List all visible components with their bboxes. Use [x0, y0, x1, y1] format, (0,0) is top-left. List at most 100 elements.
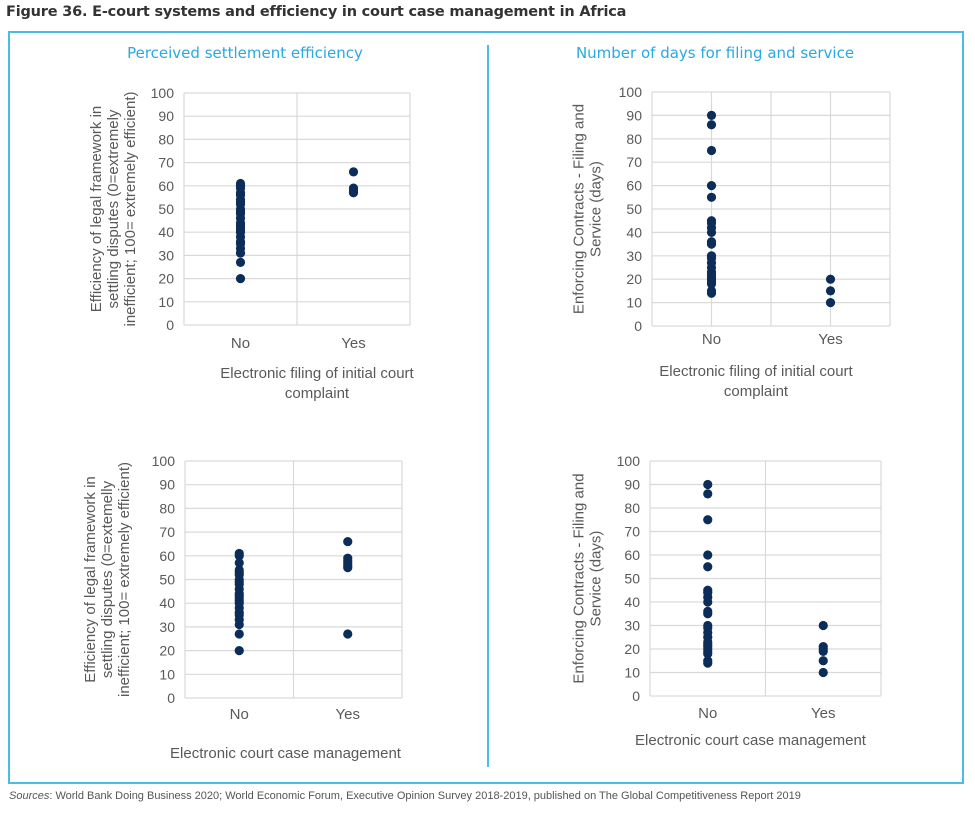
bottom-right-data-point [703, 656, 713, 666]
bottom-left-data-point [343, 553, 353, 563]
top-right-data-point [706, 251, 717, 261]
bottom-right-ytick-label: 80 [624, 500, 640, 516]
figure-frame [8, 31, 964, 784]
top-right-category-label: No [702, 331, 721, 348]
bottom-right-ytick-label: 40 [624, 594, 640, 610]
top-left-data-point [235, 257, 246, 267]
panel-title-left: Perceived settlement efficiency [127, 44, 363, 62]
bottom-right-ytick-label: 30 [624, 618, 640, 634]
bottom-right-data-point [703, 562, 713, 572]
bottom-right-data-point [818, 642, 828, 652]
top-left-data-point [235, 274, 246, 284]
top-right-ytick-label: 20 [626, 271, 642, 287]
bottom-right-category-label: No [698, 705, 717, 722]
top-left-category-label: No [231, 335, 250, 352]
top-left-y-axis-label: settling disputes (0=extremely [105, 109, 122, 308]
bottom-left-data-point [234, 558, 244, 568]
bottom-right-ytick-label: 20 [624, 641, 640, 657]
bottom-left-ytick-label: 80 [159, 500, 175, 516]
bottom-right-ytick-label: 90 [624, 477, 640, 493]
bottom-left-data-point [343, 629, 353, 639]
top-right-data-point [706, 120, 717, 130]
top-left-ytick-label: 40 [158, 224, 174, 240]
top-left-y-axis-label: inefficient; 100= extremely efficient) [122, 92, 139, 327]
top-left-data-point [348, 183, 359, 193]
bottom-right-data-point [703, 489, 713, 499]
bottom-left-y-axis-label: inefficient; 100= extremely efficient) [116, 462, 133, 697]
bottom-left-category-label: No [230, 706, 249, 723]
bottom-right-data-point [703, 606, 713, 617]
bottom-right-data-point [703, 515, 713, 525]
top-right-data-point [706, 192, 717, 202]
bottom-right-y-axis-label: Enforcing Contracts - Filing and [571, 473, 588, 683]
top-left-ytick-label: 100 [151, 85, 175, 101]
sources-label: Sources [9, 790, 50, 802]
bottom-left-ytick-label: 10 [159, 666, 175, 682]
top-right-data-point [706, 145, 717, 156]
top-right-ytick-label: 10 [626, 295, 642, 311]
panel-title-right: Number of days for filing and service [575, 44, 855, 62]
bottom-right-data-point [703, 550, 713, 560]
top-right-ytick-label: 80 [626, 131, 642, 147]
top-left-ytick-label: 70 [158, 155, 174, 171]
bottom-left-data-point [343, 536, 353, 547]
top-right-ytick-label: 70 [626, 154, 642, 170]
top-right-data-point [706, 237, 717, 247]
bottom-left-ytick-label: 100 [152, 453, 176, 469]
bottom-right-data-point [703, 479, 713, 490]
bottom-left-ytick-label: 30 [159, 619, 175, 635]
top-right-y-axis-label: Service (days) [588, 161, 605, 257]
bottom-right-ytick-label: 70 [624, 524, 640, 540]
panel-divider [487, 45, 489, 767]
bottom-right-ytick-label: 60 [624, 547, 640, 563]
bottom-left-data-point [234, 565, 244, 575]
top-left-ytick-label: 90 [158, 108, 174, 124]
bottom-left-ytick-label: 20 [159, 643, 175, 659]
bottom-right-data-point [703, 620, 713, 631]
bottom-left-data-point [234, 548, 244, 559]
top-left-ytick-label: 10 [158, 294, 174, 310]
top-left-x-axis-label: Electronic filing of initial court [220, 365, 414, 382]
bottom-left-ytick-label: 0 [167, 690, 175, 706]
bottom-right-ytick-label: 50 [624, 571, 640, 587]
top-right-data-point [706, 216, 717, 226]
bottom-left-ytick-label: 70 [159, 524, 175, 540]
top-right-x-axis-label: Electronic filing of initial court [659, 363, 853, 380]
sources-text: : World Bank Doing Business 2020; World … [49, 790, 801, 802]
top-right-ytick-label: 0 [634, 318, 642, 334]
top-right-ytick-label: 100 [619, 84, 643, 100]
figure-title: Figure 36. E-court systems and efficienc… [6, 4, 627, 20]
top-right-category-label: Yes [818, 331, 842, 348]
bottom-left-y-axis-label: settling disputes (0=extemelly [99, 480, 116, 678]
bottom-left-category-label: Yes [336, 706, 360, 723]
bottom-right-data-point [818, 620, 828, 631]
bottom-right-data-point [818, 667, 828, 678]
top-left-y-axis-label: Efficiency of legal framework in [88, 106, 105, 312]
bottom-left-data-point [234, 646, 244, 656]
top-right-y-axis-label: Enforcing Contracts - Filing and [571, 104, 588, 314]
top-right-data-point [706, 286, 717, 296]
top-right-ytick-label: 60 [626, 178, 642, 194]
bottom-right-x-axis-label: Electronic court case management [635, 732, 867, 749]
bottom-left-y-axis-label: Efficiency of legal framework in [82, 476, 99, 682]
top-right-ytick-label: 90 [626, 107, 642, 123]
top-left-x-axis-label: complaint [285, 385, 350, 402]
bottom-right-data-point [703, 585, 713, 595]
top-left-category-label: Yes [341, 335, 365, 352]
bottom-right-category-label: Yes [811, 705, 835, 722]
top-left-ytick-label: 60 [158, 178, 174, 194]
bottom-right-ytick-label: 0 [632, 688, 640, 704]
top-left-ytick-label: 0 [166, 317, 174, 333]
top-right-x-axis-label: complaint [724, 383, 789, 400]
top-right-ytick-label: 50 [626, 201, 642, 217]
bottom-left-ytick-label: 60 [159, 548, 175, 564]
bottom-right-ytick-label: 10 [624, 665, 640, 681]
bottom-left-data-point [234, 629, 244, 639]
bottom-left-x-axis-label: Electronic court case management [170, 745, 402, 762]
top-right-ytick-label: 40 [626, 224, 642, 240]
bottom-left-ytick-label: 90 [159, 477, 175, 493]
top-left-ytick-label: 80 [158, 131, 174, 147]
sources-note: Sources: World Bank Doing Business 2020;… [9, 790, 801, 802]
top-right-data-point [825, 298, 836, 308]
